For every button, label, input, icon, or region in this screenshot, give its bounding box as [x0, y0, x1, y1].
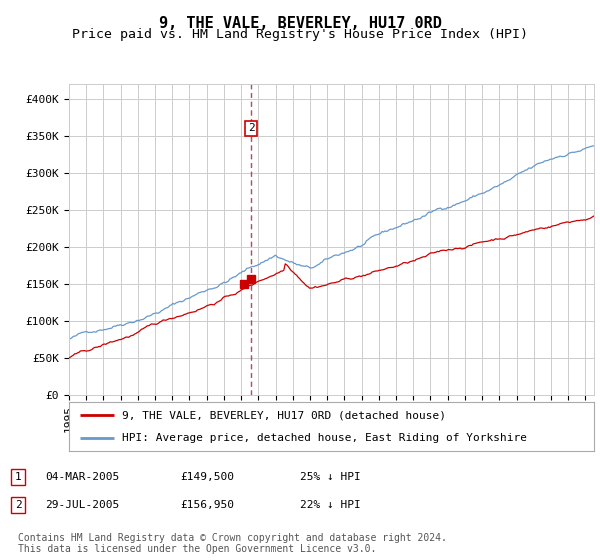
Text: 9, THE VALE, BEVERLEY, HU17 0RD: 9, THE VALE, BEVERLEY, HU17 0RD [158, 16, 442, 31]
Text: £149,500: £149,500 [180, 472, 234, 482]
Text: Price paid vs. HM Land Registry's House Price Index (HPI): Price paid vs. HM Land Registry's House … [72, 28, 528, 41]
Text: 9, THE VALE, BEVERLEY, HU17 0RD (detached house): 9, THE VALE, BEVERLEY, HU17 0RD (detache… [121, 410, 445, 421]
Text: HPI: Average price, detached house, East Riding of Yorkshire: HPI: Average price, detached house, East… [121, 433, 527, 444]
Text: 22% ↓ HPI: 22% ↓ HPI [300, 500, 361, 510]
Text: 2: 2 [14, 500, 22, 510]
Text: £156,950: £156,950 [180, 500, 234, 510]
Text: 25% ↓ HPI: 25% ↓ HPI [300, 472, 361, 482]
Text: Contains HM Land Registry data © Crown copyright and database right 2024.
This d: Contains HM Land Registry data © Crown c… [18, 533, 447, 554]
Text: 04-MAR-2005: 04-MAR-2005 [45, 472, 119, 482]
Text: 29-JUL-2005: 29-JUL-2005 [45, 500, 119, 510]
Text: 1: 1 [14, 472, 22, 482]
Text: 2: 2 [248, 123, 254, 133]
